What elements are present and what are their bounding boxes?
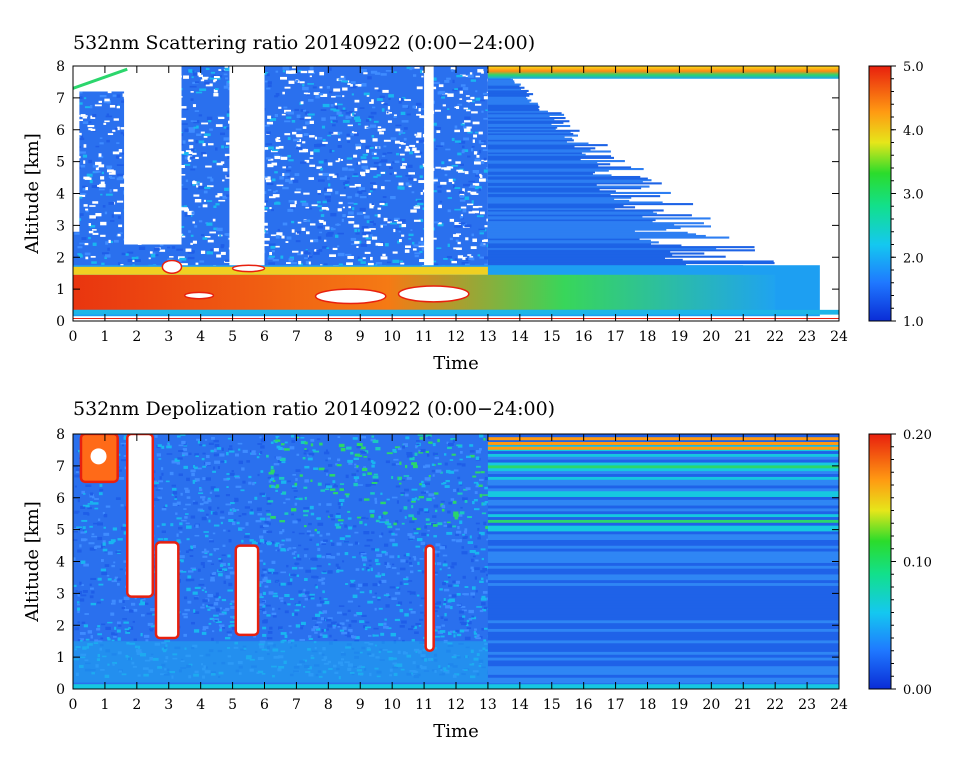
x-tick-label: 1	[100, 329, 109, 345]
x-tick-label: 24	[830, 329, 848, 345]
x-tick-label: 20	[702, 697, 720, 713]
colorbar	[868, 65, 892, 322]
x-tick-label: 18	[639, 329, 657, 345]
x-tick-label: 4	[196, 697, 205, 713]
y-tick-label: 5	[56, 155, 65, 171]
x-tick-label: 18	[639, 697, 657, 713]
x-tick-label: 15	[543, 329, 561, 345]
y-tick-label: 6	[56, 123, 65, 139]
colorbar	[868, 433, 892, 690]
y-tick-label: 1	[56, 650, 65, 666]
y-tick-label: 1	[56, 282, 65, 298]
x-tick-label: 4	[196, 329, 205, 345]
x-tick-label: 21	[734, 329, 752, 345]
x-tick-label: 17	[607, 329, 625, 345]
y-tick-label: 7	[56, 459, 65, 475]
x-tick-label: 9	[356, 697, 365, 713]
x-tick-label: 9	[356, 329, 365, 345]
colorbar-tick-label: 5.0	[903, 60, 924, 75]
x-tick-label: 3	[164, 697, 173, 713]
x-tick-label: 0	[69, 697, 78, 713]
y-tick-label: 4	[56, 555, 65, 571]
x-tick-label: 10	[383, 697, 401, 713]
x-tick-label: 11	[415, 697, 433, 713]
x-tick-label: 14	[511, 697, 529, 713]
scattering-panel: 0 1 2 3 4 5 6 7 8 9 10 11 12 13 14 15 16 17 18 19 20 21 22 23 24…	[22, 32, 924, 374]
x-tick-label: 5	[228, 697, 237, 713]
x-tick-label: 24	[830, 697, 848, 713]
colorbar-tick-label: 0.10	[903, 556, 932, 571]
x-tick-label: 3	[164, 329, 173, 345]
x-tick-label: 17	[607, 697, 625, 713]
x-tick-label: 19	[671, 697, 689, 713]
colorbar-tick-label: 3.0	[903, 188, 924, 203]
x-tick-label: 23	[798, 329, 816, 345]
y-tick-label: 3	[56, 586, 65, 602]
y-tick-label: 0	[56, 682, 65, 698]
x-tick-label: 12	[447, 329, 465, 345]
y-tick-label: 0	[56, 314, 65, 330]
y-tick-label: 8	[56, 59, 65, 75]
x-tick-label: 6	[260, 329, 269, 345]
x-tick-label: 16	[575, 697, 593, 713]
x-tick-label: 13	[479, 697, 497, 713]
colorbar-tick-label: 0.20	[903, 428, 932, 443]
x-tick-label: 10	[383, 329, 401, 345]
x-axis-label: Time	[433, 721, 478, 742]
heatmap-field	[73, 434, 839, 689]
x-tick-label: 6	[260, 697, 269, 713]
y-tick-label: 6	[56, 491, 65, 507]
x-tick-label: 16	[575, 329, 593, 345]
x-tick-label: 21	[734, 697, 752, 713]
x-tick-label: 8	[324, 329, 333, 345]
x-tick-label: 1	[100, 697, 109, 713]
x-tick-label: 2	[132, 329, 141, 345]
y-axis-label: Altitude [km]	[22, 133, 43, 255]
y-tick-label: 4	[56, 187, 65, 203]
x-tick-label: 11	[415, 329, 433, 345]
x-tick-label: 22	[766, 329, 784, 345]
x-tick-label: 13	[479, 329, 497, 345]
y-tick-label: 2	[56, 618, 65, 634]
depolarization-panel: 0 1 2 3 4 5 6 7 8 9 10 11 12 13 14 15 16 17 18 19 20 21 22 23 24…	[22, 398, 932, 742]
x-tick-label: 23	[798, 697, 816, 713]
x-tick-label: 5	[228, 329, 237, 345]
chart-title: 532nm Scattering ratio 20140922 (0:00−24…	[73, 32, 535, 54]
colorbar-tick-label: 4.0	[903, 124, 924, 139]
x-tick-label: 12	[447, 697, 465, 713]
x-tick-label: 7	[292, 697, 301, 713]
y-tick-label: 7	[56, 91, 65, 107]
x-tick-label: 22	[766, 697, 784, 713]
colorbar-tick-label: 2.0	[903, 251, 924, 266]
colorbar-tick-label: 0.00	[903, 683, 932, 698]
y-tick-label: 2	[56, 250, 65, 266]
heatmap-field	[73, 66, 839, 321]
x-tick-label: 8	[324, 697, 333, 713]
x-tick-label: 15	[543, 697, 561, 713]
y-tick-label: 8	[56, 427, 65, 443]
y-tick-label: 3	[56, 218, 65, 234]
x-tick-label: 7	[292, 329, 301, 345]
x-axis-label: Time	[433, 353, 478, 374]
x-tick-label: 0	[69, 329, 78, 345]
y-tick-label: 5	[56, 523, 65, 539]
x-tick-label: 20	[702, 329, 720, 345]
x-tick-label: 2	[132, 697, 141, 713]
chart-title: 532nm Depolization ratio 20140922 (0:00−…	[73, 398, 555, 420]
colorbar-tick-label: 1.0	[903, 315, 924, 330]
y-axis-label: Altitude [km]	[22, 501, 43, 623]
x-tick-label: 19	[671, 329, 689, 345]
x-tick-label: 14	[511, 329, 529, 345]
